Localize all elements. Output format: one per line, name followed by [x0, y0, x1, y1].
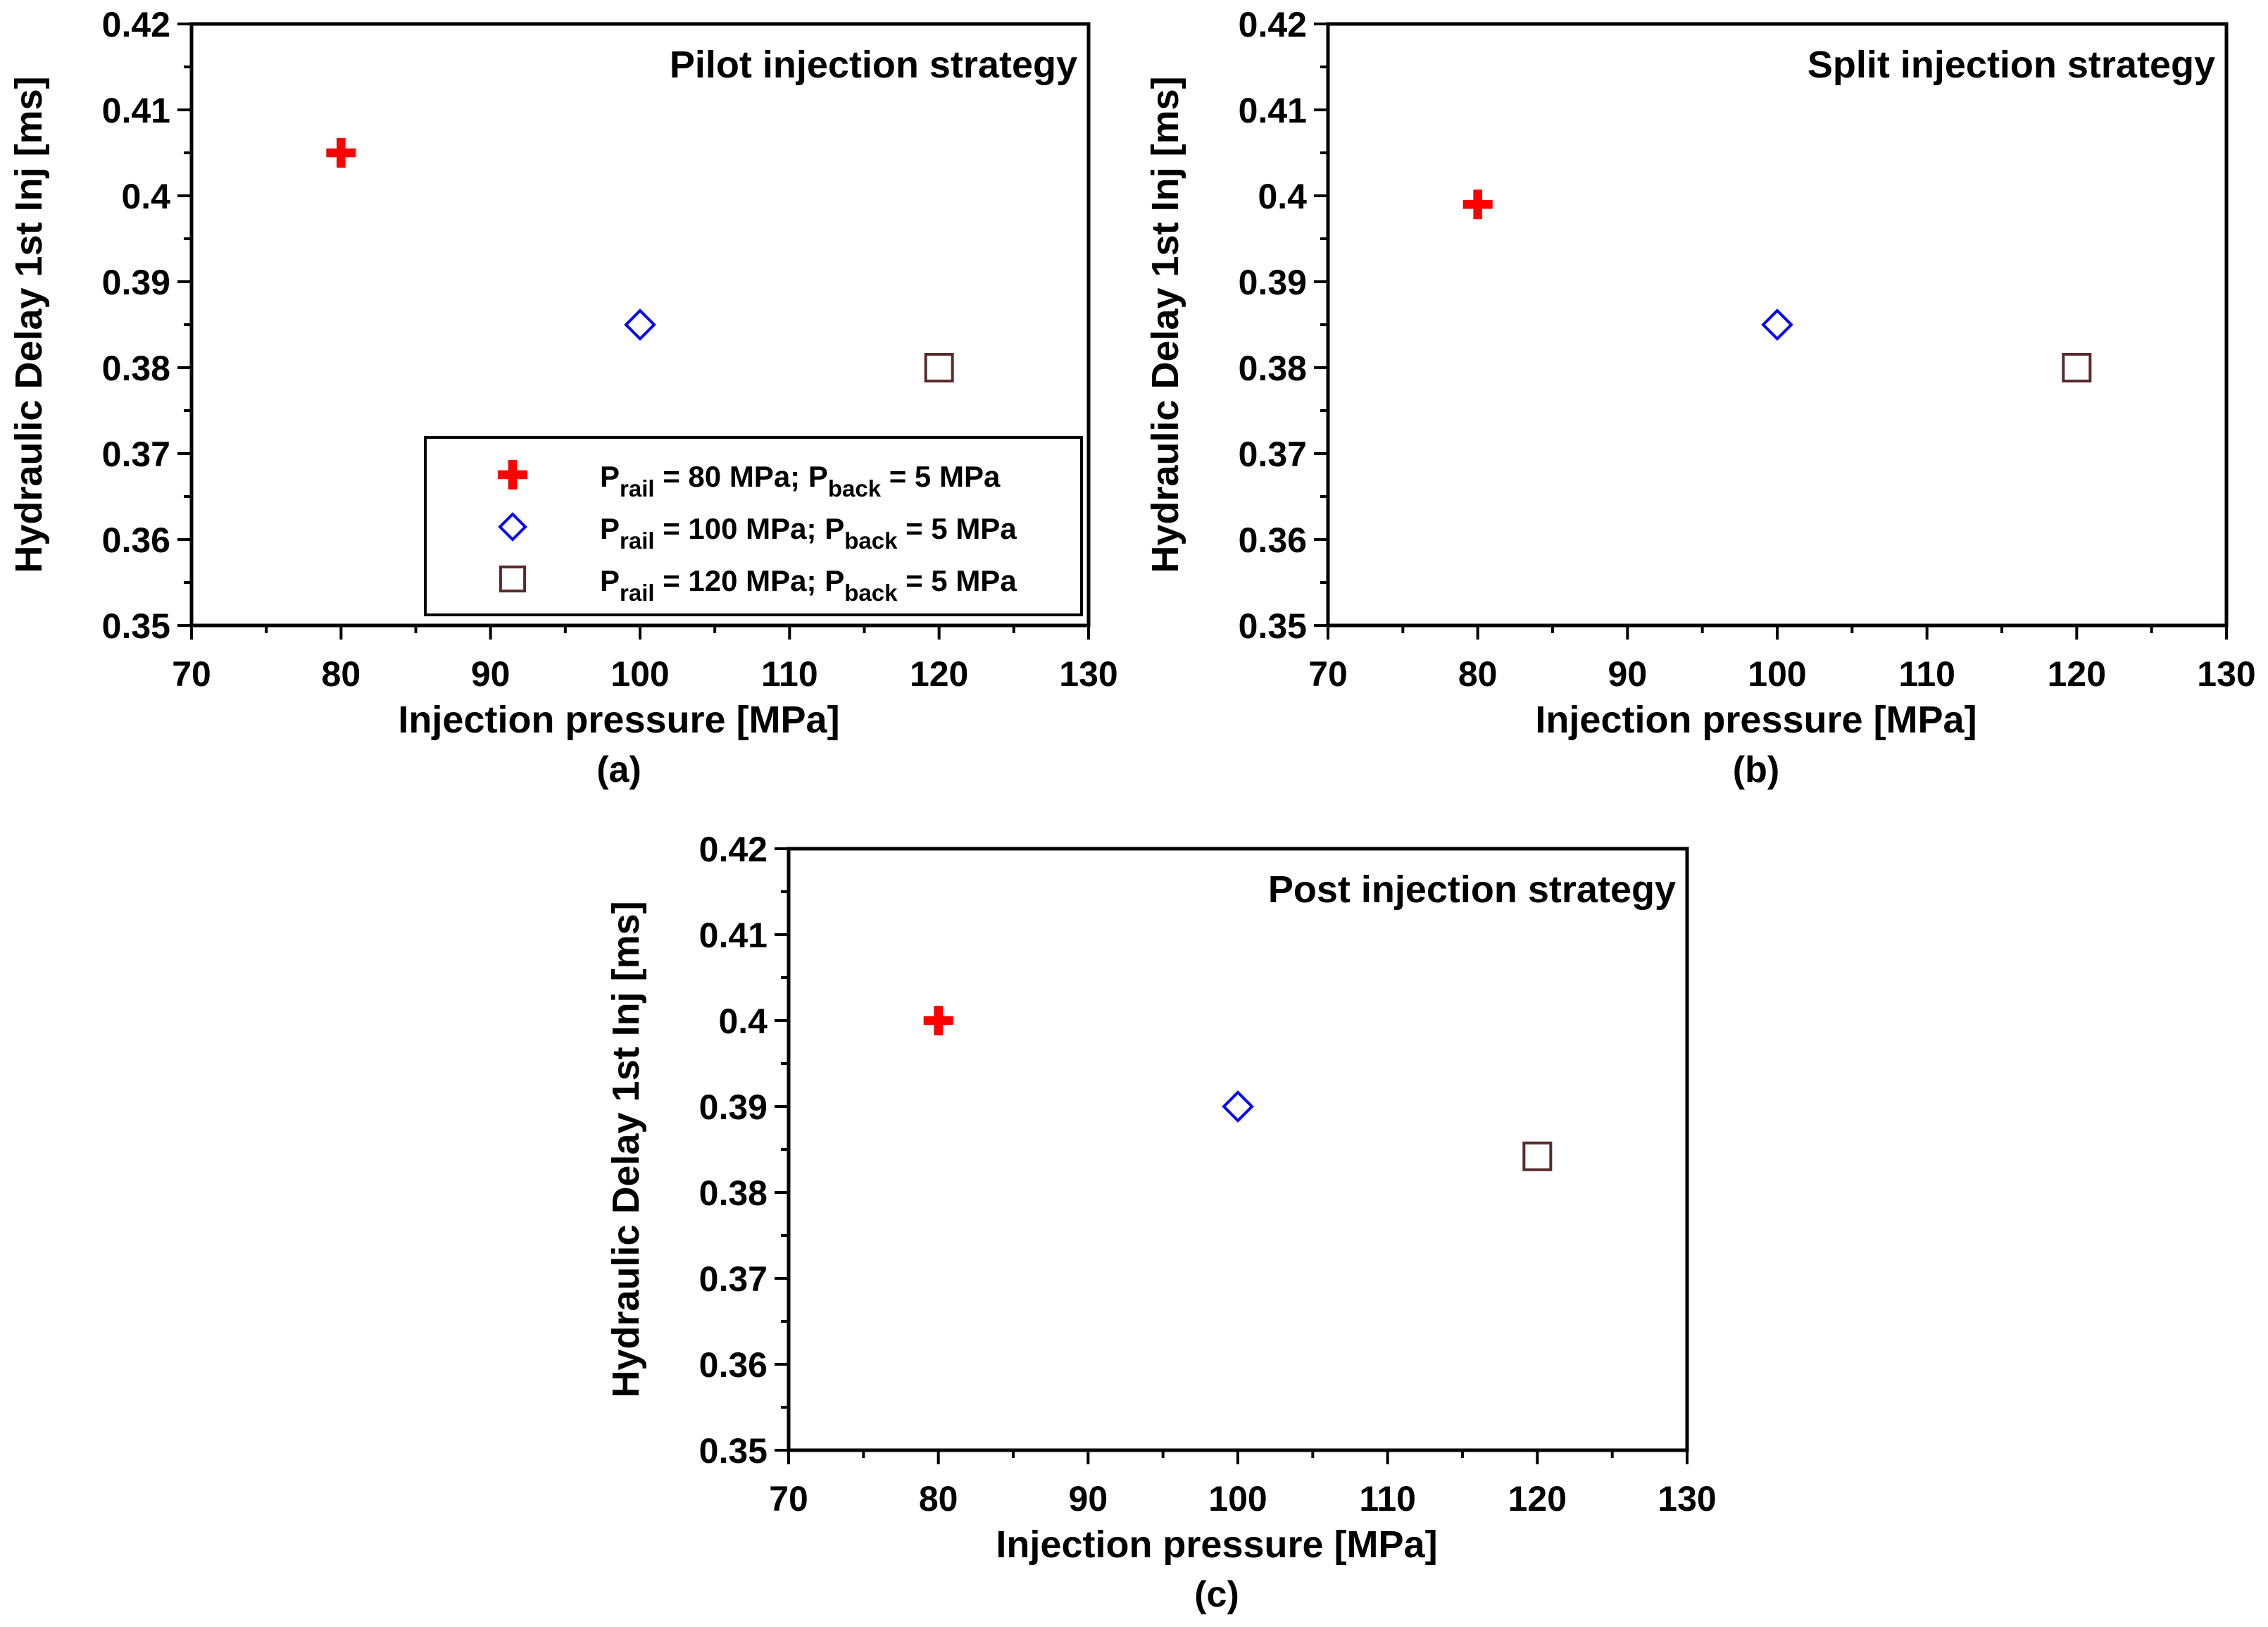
plot-frame [1326, 22, 2229, 628]
data-point-diamond [624, 308, 656, 341]
x-tick-label: 90 [471, 654, 510, 694]
x-tick-label: 80 [1458, 654, 1498, 694]
strategy-annotation: Split injection strategy [1807, 44, 2215, 86]
x-axis-title: Injection pressure [MPa] [398, 699, 839, 741]
y-tick-label: 0.4 [1258, 177, 1307, 216]
x-tick-label: 120 [1508, 1479, 1567, 1519]
x-tick-label: 130 [1658, 1479, 1716, 1519]
y-tick-label: 0.36 [102, 520, 170, 560]
x-tick-label: 80 [322, 654, 361, 694]
x-tick-label: 70 [769, 1479, 808, 1519]
y-tick-label: 0.4 [718, 1002, 768, 1041]
x-tick-label: 110 [1898, 654, 1955, 694]
y-tick-label: 0.37 [699, 1259, 768, 1299]
data-point-square [2062, 353, 2092, 382]
legend-box [424, 436, 1083, 616]
panel-label: (a) [596, 749, 641, 790]
y-tick-label: 0.39 [699, 1087, 768, 1127]
y-tick-label: 0.35 [1239, 606, 1307, 646]
y-tick-label: 0.41 [102, 91, 170, 130]
panel-label: (b) [1733, 749, 1779, 790]
x-tick-label: 110 [1359, 1479, 1416, 1519]
x-tick-label: 130 [2197, 654, 2255, 694]
y-tick-label: 0.38 [699, 1173, 768, 1213]
x-tick-label: 110 [761, 654, 818, 694]
legend-marker-diamond [498, 512, 527, 542]
y-axis-title: Hydraulic Delay 1st Inj [ms] [1144, 76, 1186, 573]
x-tick-label: 90 [1069, 1479, 1108, 1519]
y-tick-label: 0.42 [1239, 5, 1307, 44]
y-tick-label: 0.37 [1239, 435, 1307, 474]
data-point-plus [1462, 189, 1493, 220]
data-point-square [924, 353, 954, 382]
strategy-annotation: Post injection strategy [1268, 868, 1676, 911]
panel-label: (c) [1194, 1574, 1239, 1615]
x-tick-label: 80 [919, 1479, 958, 1519]
legend-marker-square [499, 565, 527, 593]
plot-frame [787, 847, 1689, 1452]
data-point-plus [923, 1006, 953, 1035]
y-tick-label: 0.39 [102, 263, 170, 302]
x-tick-label: 70 [172, 654, 211, 694]
x-tick-label: 120 [2048, 654, 2106, 694]
x-tick-label: 120 [910, 654, 968, 694]
x-tick-label: 100 [1748, 654, 1806, 694]
y-tick-label: 0.35 [699, 1431, 768, 1471]
legend-label: Prail = 100 MPa; Pback = 5 MPa [600, 512, 1017, 554]
y-tick-label: 0.42 [699, 830, 768, 869]
x-axis-title: Injection pressure [MPa] [1535, 699, 1976, 741]
y-axis-title: Hydraulic Delay 1st Inj [ms] [8, 76, 50, 573]
y-tick-label: 0.38 [102, 349, 170, 388]
legend: Prail = 80 MPa; Pback = 5 MPa Prail = 100… [424, 436, 1083, 616]
y-tick-label: 0.42 [102, 5, 170, 44]
y-tick-label: 0.41 [1239, 91, 1307, 130]
x-tick-label: 130 [1059, 654, 1117, 694]
x-tick-label: 70 [1308, 654, 1348, 694]
x-tick-label: 100 [610, 654, 669, 694]
x-tick-label: 90 [1608, 654, 1648, 694]
data-point-square [1522, 1141, 1553, 1171]
y-tick-label: 0.39 [1239, 263, 1307, 302]
y-tick-label: 0.41 [699, 916, 768, 955]
data-point-plus [326, 138, 356, 168]
y-tick-label: 0.37 [102, 435, 170, 474]
legend-label: Prail = 120 MPa; Pback = 5 MPa [600, 564, 1017, 606]
legend-marker-plus [498, 460, 527, 490]
y-axis-title: Hydraulic Delay 1st Inj [ms] [605, 901, 647, 1397]
y-tick-label: 0.35 [102, 606, 170, 646]
chart-panel-b: 70 80 90 100 110 120 130 0.35 0.36 0.37 0.38 0.39 0.… [1144, 5, 2256, 790]
data-point-diamond [1761, 308, 1793, 341]
strategy-annotation: Pilot injection strategy [670, 44, 1077, 86]
x-axis-title: Injection pressure [MPa] [996, 1523, 1437, 1566]
legend-label: Prail = 80 MPa; Pback = 5 MPa [600, 460, 1001, 501]
chart-panel-c: 70 80 90 100 110 120 130 0.35 0.36 0.37 0.38 0.39 0.… [605, 830, 1717, 1615]
chart-panel-a: 70 80 90 100 110 120 130 0.35 0.36 0.37 0.38 0.39 0.… [8, 5, 1118, 790]
y-tick-label: 0.4 [121, 177, 170, 216]
y-tick-label: 0.38 [1239, 349, 1307, 388]
y-tick-label: 0.36 [699, 1345, 768, 1385]
x-tick-label: 100 [1208, 1479, 1267, 1519]
data-point-diamond [1222, 1090, 1254, 1123]
y-tick-label: 0.36 [1239, 520, 1307, 560]
